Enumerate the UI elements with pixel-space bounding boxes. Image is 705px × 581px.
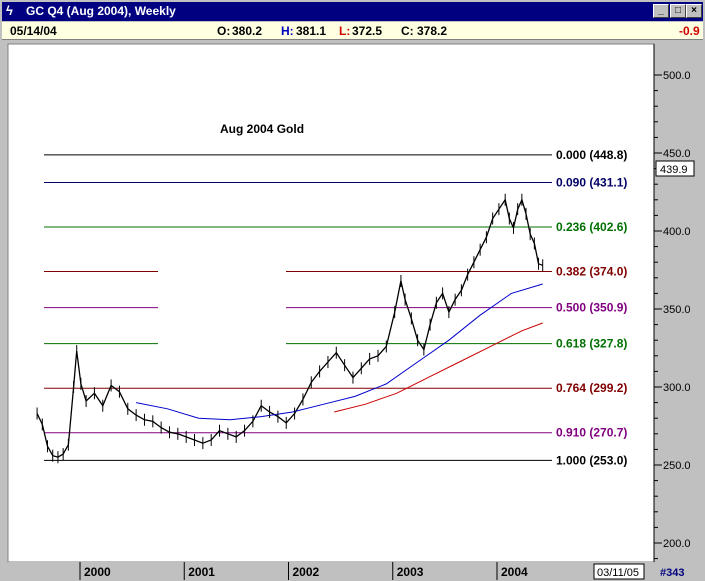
page-number: #343 xyxy=(660,567,684,579)
window-title: GC Q4 (Aug 2004), Weekly xyxy=(26,4,176,18)
x-tick-label: 2002 xyxy=(293,565,320,579)
high-label: H: xyxy=(281,24,294,38)
y-tick-label: 250.0 xyxy=(663,460,691,472)
low-value: 372.5 xyxy=(352,24,383,38)
change-value: -0.9 xyxy=(679,24,700,38)
x-axis-bar xyxy=(8,562,654,581)
chart-icon: ϟ xyxy=(6,3,13,18)
y-tick-label: 300.0 xyxy=(663,382,691,394)
fib-label-1: 0.090 (431.1) xyxy=(556,175,627,189)
fib-label-7: 0.910 (270.7) xyxy=(556,426,627,440)
fib-label-4: 0.500 (350.9) xyxy=(556,301,627,315)
close-value: 378.2 xyxy=(417,24,448,38)
y-tick-label: 350.0 xyxy=(663,304,691,316)
plot-area xyxy=(7,43,655,563)
y-tick-label: 500.0 xyxy=(663,70,691,82)
fib-label-0: 0.000 (448.8) xyxy=(556,148,627,162)
x-tick-label: 2004 xyxy=(501,565,528,579)
footer-date: 03/11/05 xyxy=(597,567,639,579)
fib-label-3: 0.382 (374.0) xyxy=(556,265,627,279)
moving-average-red-line xyxy=(334,322,543,413)
y-tick-label: 200.0 xyxy=(663,538,691,550)
quote-bar: 05/14/04 O: 380.2 H: 381.1 L: 372.5 C: 3… xyxy=(2,22,703,40)
fib-label-6: 0.764 (299.2) xyxy=(556,381,627,395)
quote-date: 05/14/04 xyxy=(10,24,57,38)
price-chart[interactable]: 0.000 (448.8) 0.090 (431.1) 0.236 (402.6) 0… xyxy=(0,41,705,581)
last-price-label: 439.9 xyxy=(660,164,688,176)
open-value: 380.2 xyxy=(232,24,263,38)
date-box xyxy=(593,563,645,580)
fib-label-5: 0.618 (327.8) xyxy=(556,337,627,351)
low-label: L: xyxy=(339,24,351,38)
y-tick-label: 450.0 xyxy=(663,148,691,160)
maximize-button[interactable]: □ xyxy=(670,4,686,18)
x-tick-label: 2001 xyxy=(188,565,215,579)
close-button[interactable]: × xyxy=(686,4,702,18)
fib-label-2: 0.236 (402.6) xyxy=(556,220,627,234)
fib-label-8: 1.000 (253.0) xyxy=(556,453,627,467)
minimize-button[interactable]: _ xyxy=(653,4,669,18)
moving-average-blue-line xyxy=(136,283,543,421)
y-tick-label: 400.0 xyxy=(663,226,691,238)
close-label: C: xyxy=(401,24,414,38)
chart-title: Aug 2004 Gold xyxy=(220,122,304,136)
last-price-box xyxy=(655,160,695,177)
x-tick-label: 2000 xyxy=(84,565,111,579)
chart-frame: 0.000 (448.8) 0.090 (431.1) 0.236 (402.6) 0… xyxy=(0,41,705,581)
window-titlebar[interactable]: ϟ GC Q4 (Aug 2004), Weekly _ □ × xyxy=(2,2,703,21)
open-label: O: xyxy=(217,24,231,38)
high-value: 381.1 xyxy=(296,24,327,38)
x-tick-label: 2003 xyxy=(397,565,424,579)
